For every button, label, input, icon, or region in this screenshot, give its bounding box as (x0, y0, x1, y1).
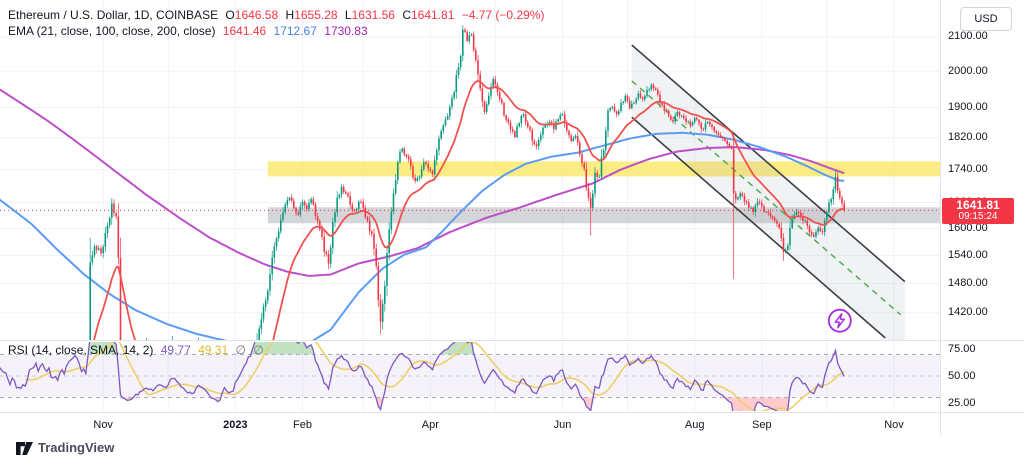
rsi-line[interactable] (0, 326, 845, 418)
time-tick-label: Aug (684, 419, 705, 431)
price-tick-label: 1480.00 (948, 277, 988, 290)
ema100-line[interactable] (0, 131, 845, 347)
ema21-line[interactable] (0, 80, 845, 421)
price-tick-label: 1820.00 (948, 131, 988, 144)
rsi-value: 49.77 (160, 343, 191, 357)
yellow-resistance-zone[interactable] (267, 161, 940, 177)
time-axis-divider (0, 412, 1024, 413)
descending-channel-fill (631, 45, 905, 340)
footer: TradingView (0, 435, 1024, 465)
price-axis-divider (940, 0, 941, 435)
rsi-band-fill (0, 354, 940, 398)
bar-countdown: 09:15:24 (958, 211, 998, 223)
time-tick-label: Jun (553, 419, 572, 431)
ema-legend: EMA (21, close, 100, close, 200, close) … (8, 24, 372, 38)
price-axis[interactable] (941, 30, 1024, 412)
close-value: 1641.81 (411, 8, 455, 22)
rsi-empty-2: ∅ (253, 343, 264, 357)
low-value: 1631.56 (351, 8, 395, 22)
open-value: 1646.58 (234, 8, 279, 22)
last-price-value: 1641.81 (956, 198, 1000, 213)
price-tick-label: 1900.00 (948, 100, 988, 113)
tradingview-brand[interactable]: TradingView (38, 440, 115, 455)
rsi-pane (0, 326, 940, 418)
rsi-sma-value: 49.31 (198, 343, 229, 357)
symbol-legend: Ethereum / U.S. Dollar, 1D, COINBASE O16… (8, 8, 548, 22)
time-tick-label: Feb (293, 419, 312, 431)
time-tick-label: Nov (884, 419, 904, 431)
change-value: −4.77 (−0.29%) (461, 8, 545, 22)
price-tick-label: 2100.00 (948, 30, 988, 43)
rsi-empty-1: ∅ (235, 343, 246, 357)
ema100-value: 1712.67 (273, 24, 317, 38)
low-label: L (344, 8, 352, 22)
symbol-title: Ethereum / U.S. Dollar, 1D, COINBASE (8, 8, 219, 22)
ema21-value: 1641.46 (222, 24, 267, 38)
channel-upper-line[interactable] (631, 44, 906, 283)
time-tick-label: Apr (421, 419, 439, 431)
lightning-icon[interactable] (827, 308, 852, 333)
rsi-legend: RSI (14, close, SMA, 14, 2) 49.77 49.31 … (8, 343, 268, 357)
rsi-tick-label: 75.00 (948, 342, 976, 355)
tradingview-logo-icon[interactable] (16, 442, 34, 456)
high-value: 1655.28 (294, 8, 338, 22)
ema200-value: 1730.83 (324, 24, 368, 38)
main-pane (0, 25, 940, 440)
gray-support-zone[interactable] (267, 207, 940, 224)
rsi-label: RSI (14, close, SMA, 14, 2) (8, 343, 154, 357)
rsi-tick-label: 25.00 (948, 396, 976, 409)
price-tick-label: 1420.00 (948, 306, 988, 319)
time-tick-label: 2023 (223, 419, 248, 431)
time-tick-label: Nov (93, 419, 113, 431)
last-price-label: 1641.81 09:15:24 (942, 198, 1014, 225)
close-label: C (402, 8, 411, 22)
rsi-tick-label: 50.00 (948, 369, 976, 382)
price-tick-label: 2000.00 (948, 64, 988, 77)
pane-divider[interactable] (0, 340, 1024, 341)
time-axis[interactable] (0, 413, 940, 435)
currency-button[interactable]: USD (960, 7, 1012, 31)
channel-mid-dashed-line[interactable] (631, 80, 901, 316)
ema-label: EMA (21, close, 100, close, 200, close) (8, 24, 216, 38)
candles-layer[interactable] (0, 25, 845, 440)
price-tick-label: 1600.00 (948, 222, 988, 235)
high-label: H (285, 8, 295, 22)
ema200-line[interactable] (0, 88, 845, 278)
open-label: O (225, 8, 235, 22)
price-tick-label: 1540.00 (948, 249, 988, 262)
channel-lower-line[interactable] (631, 116, 886, 339)
price-tick-label: 1740.00 (948, 162, 988, 175)
time-tick-label: Sep (752, 419, 772, 431)
